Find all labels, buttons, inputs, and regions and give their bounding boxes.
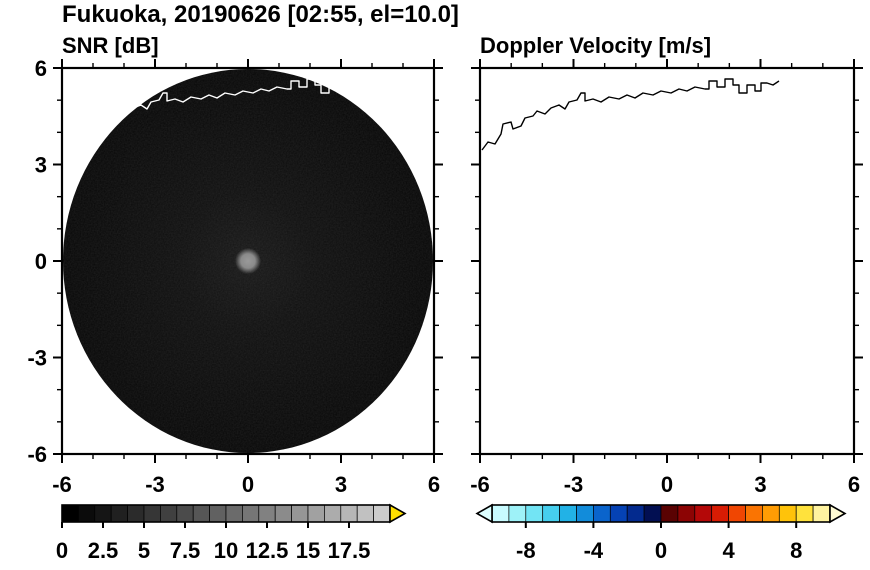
- y-tick-label: 3: [35, 153, 47, 178]
- colorbar-segment: [258, 504, 276, 523]
- colorbar-segment: [525, 504, 544, 523]
- y-tick-label: -3: [27, 346, 47, 371]
- x-tick-label: -6: [52, 472, 72, 497]
- figure-title: Fukuoka, 20190626 [02:55, el=10.0]: [62, 1, 459, 28]
- colorbar-velocity-scale: -8 -4 0 4 8: [475, 503, 847, 563]
- colorbar-segment: [576, 504, 594, 523]
- colorbar-segment: [160, 504, 178, 523]
- colorbar-segment: [643, 504, 662, 523]
- colorbar-segment: [94, 504, 112, 523]
- colorbar-segment: [559, 504, 577, 523]
- x-tick-label: 6: [848, 472, 860, 497]
- colorbar-segment: [373, 504, 391, 523]
- colorbar-tick-label: -4: [584, 538, 604, 563]
- y-tick-label: -6: [27, 442, 47, 467]
- colorbar-tick-label: 0: [56, 538, 68, 563]
- colorbar-tick-label: 17.5: [328, 538, 371, 563]
- x-tick-label: -6: [470, 472, 490, 497]
- coastline-velocity: [481, 78, 780, 151]
- colorbar-segment: [626, 504, 645, 523]
- colorbar-segment: [242, 504, 260, 523]
- colorbar-segment: [660, 504, 679, 523]
- colorbar-segment: [340, 504, 358, 523]
- colorbar-snr-scale: 0 2.5 5 7.5 10 12.5 15 17.5: [56, 503, 407, 563]
- colorbar-segment: [143, 504, 161, 523]
- colorbar-tick-label: 0: [655, 538, 667, 563]
- colorbar-segment: [795, 504, 814, 523]
- y-tick-label: 0: [35, 249, 47, 274]
- x-tick-label: 0: [242, 472, 254, 497]
- colorbar-segment: [508, 504, 527, 523]
- x-tick-label: 6: [428, 472, 440, 497]
- colorbar-tick-label: -8: [516, 538, 536, 563]
- colorbar-segment: [745, 504, 763, 523]
- colorbar-segment: [324, 504, 342, 523]
- colorbar-segment: [78, 504, 96, 523]
- x-tick-label: 0: [661, 472, 673, 497]
- colorbar-segment: [609, 504, 628, 523]
- x-tick-label: 3: [335, 472, 347, 497]
- colorbar-tick-label: 12.5: [246, 538, 289, 563]
- radar-center-spot: [235, 248, 261, 274]
- colorbar-segment: [274, 504, 292, 523]
- colorbar-segment: [110, 504, 128, 523]
- colorbar-segment: [192, 504, 210, 523]
- panel-velocity: -6 -3 0 3 6: [470, 59, 863, 497]
- colorbar-segment: [307, 504, 325, 523]
- x-tick-label: 3: [754, 472, 766, 497]
- colorbar-tick-label: 2.5: [88, 538, 119, 563]
- colorbar-segment: [209, 504, 227, 523]
- colorbar-segment: [593, 504, 611, 523]
- colorbar-segment: [127, 504, 145, 523]
- colorbar-under-arrow: [475, 503, 493, 524]
- colorbar-tick-label: 7.5: [170, 538, 201, 563]
- colorbar-segment: [762, 504, 780, 523]
- x-tick-label: -3: [564, 472, 584, 497]
- colorbar-segment: [61, 504, 79, 523]
- colorbar-segment: [778, 504, 797, 523]
- colorbar-segment: [356, 504, 374, 523]
- colorbar-tick-label: 4: [722, 538, 735, 563]
- colorbar-tick-label: 8: [790, 538, 802, 563]
- y-tick-label: 6: [35, 56, 47, 81]
- colorbar-segment: [711, 504, 729, 523]
- snr-panel-title: SNR [dB]: [62, 33, 159, 58]
- colorbar-segment: [694, 504, 713, 523]
- colorbar-tick-label: 15: [296, 538, 320, 563]
- colorbar-segment: [291, 504, 309, 523]
- velocity-panel-title: Doppler Velocity [m/s]: [480, 33, 712, 58]
- colorbar-segment: [491, 504, 510, 523]
- colorbar-segment: [176, 504, 194, 523]
- colorbar-over-arrow: [389, 503, 407, 524]
- colorbar-segment: [542, 504, 560, 523]
- colorbar-segment: [728, 504, 746, 523]
- colorbar-tick-label: 10: [214, 538, 238, 563]
- panel-frame: [478, 66, 856, 456]
- colorbar-segment: [812, 504, 831, 523]
- panel-snr: -6 -3 0 3 6 6 3 0 -3 -6: [27, 56, 443, 497]
- x-tick-label: -3: [145, 472, 165, 497]
- colorbar-over-arrow: [829, 503, 847, 524]
- colorbar-tick-label: 5: [138, 538, 150, 563]
- coastline-snr: [63, 78, 362, 151]
- colorbar-segment: [677, 504, 696, 523]
- colorbar-segment: [225, 504, 243, 523]
